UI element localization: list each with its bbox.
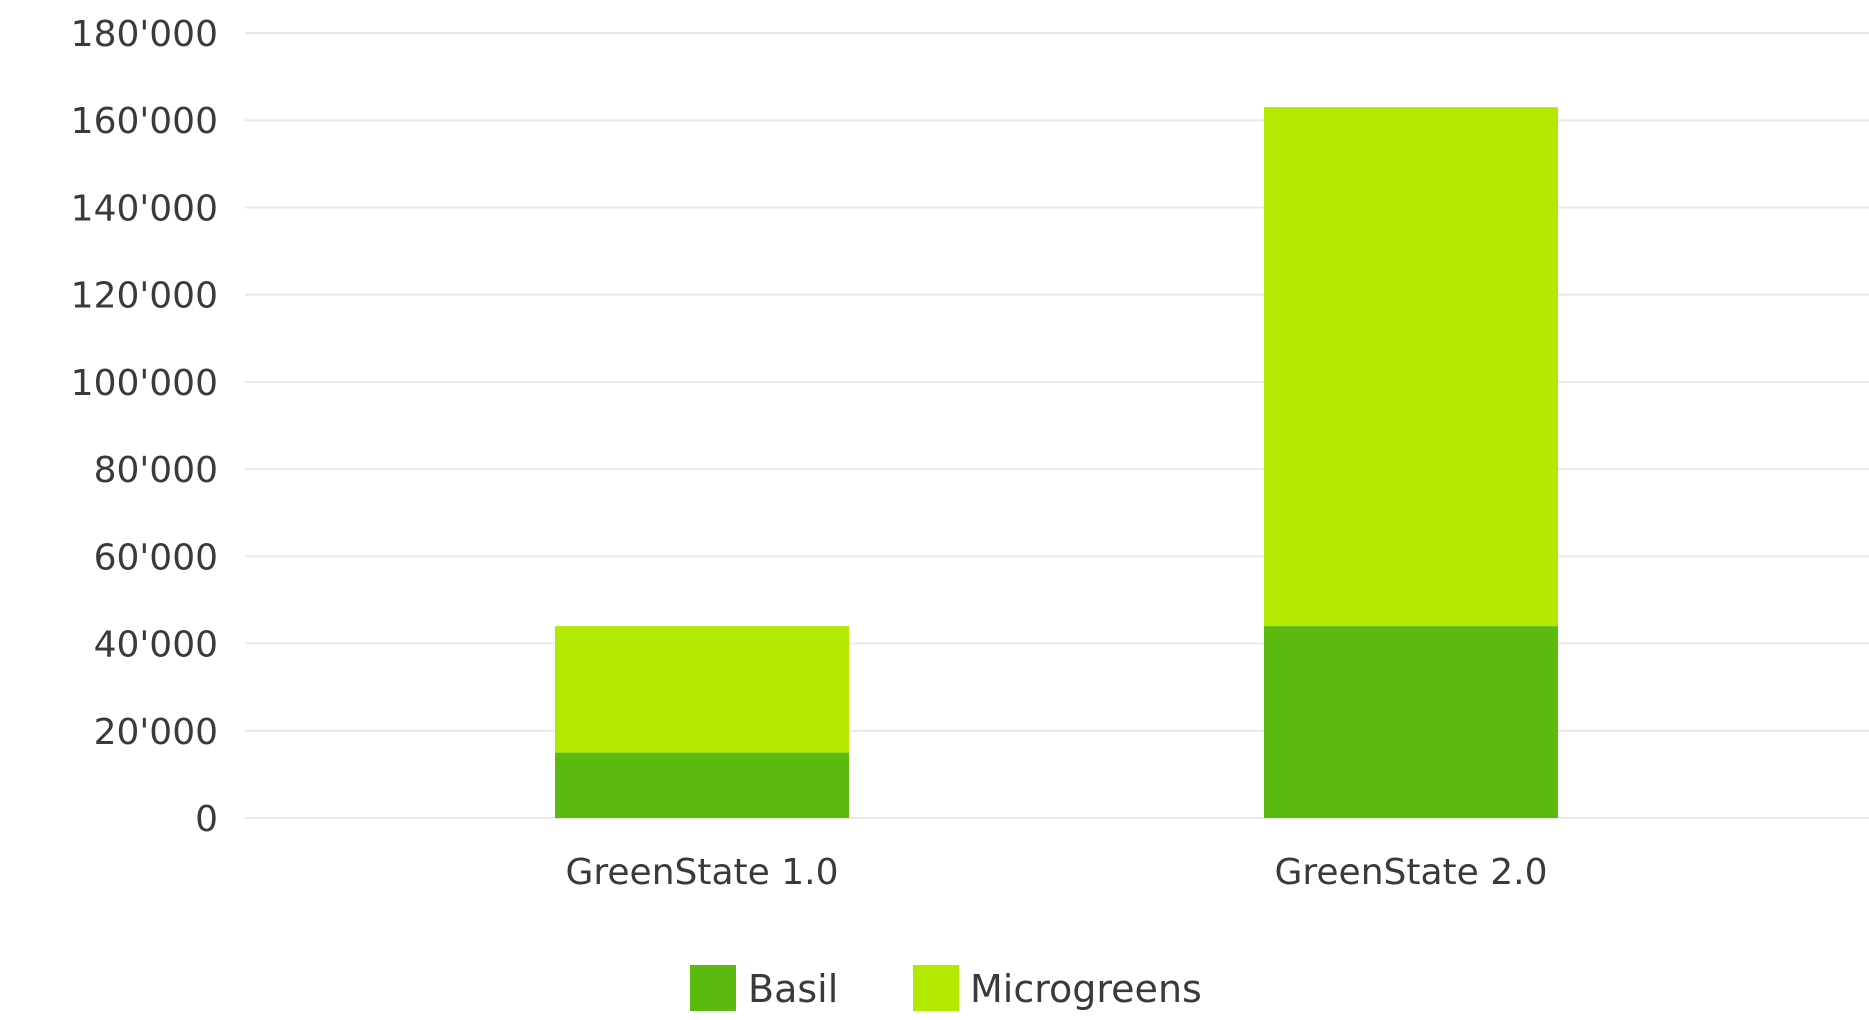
legend: Basil Microgreens xyxy=(690,965,1202,1011)
y-tick-label: 20'000 xyxy=(94,712,218,753)
y-axis-ticks: 0 20'000 40'000 60'000 80'000 100'000 120'000 1… xyxy=(71,14,218,840)
y-tick-label: 100'000 xyxy=(71,363,218,404)
x-category-label: GreenState 2.0 xyxy=(1274,852,1547,893)
y-tick-label: 120'000 xyxy=(71,276,218,317)
legend-label-basil: Basil xyxy=(748,967,838,1011)
y-tick-label: 140'000 xyxy=(71,188,218,229)
y-tick-label: 80'000 xyxy=(94,450,218,491)
gridlines xyxy=(245,32,1869,819)
legend-swatch-microgreens xyxy=(913,965,959,1011)
y-tick-label: 40'000 xyxy=(94,625,218,666)
bar-basil-1 xyxy=(555,752,849,818)
x-axis-labels: GreenState 1.0 GreenState 2.0 xyxy=(565,852,1547,893)
bar-microgreens-1 xyxy=(555,626,849,753)
x-category-label: GreenState 1.0 xyxy=(565,852,838,893)
y-tick-label: 0 xyxy=(195,799,218,840)
legend-swatch-basil xyxy=(690,965,736,1011)
legend-label-microgreens: Microgreens xyxy=(970,967,1202,1011)
bar-microgreens-2 xyxy=(1264,107,1558,627)
bar-basil-2 xyxy=(1264,626,1558,818)
bars xyxy=(555,107,1558,818)
y-tick-label: 180'000 xyxy=(71,14,218,55)
y-tick-label: 160'000 xyxy=(71,101,218,142)
y-tick-label: 60'000 xyxy=(94,537,218,578)
